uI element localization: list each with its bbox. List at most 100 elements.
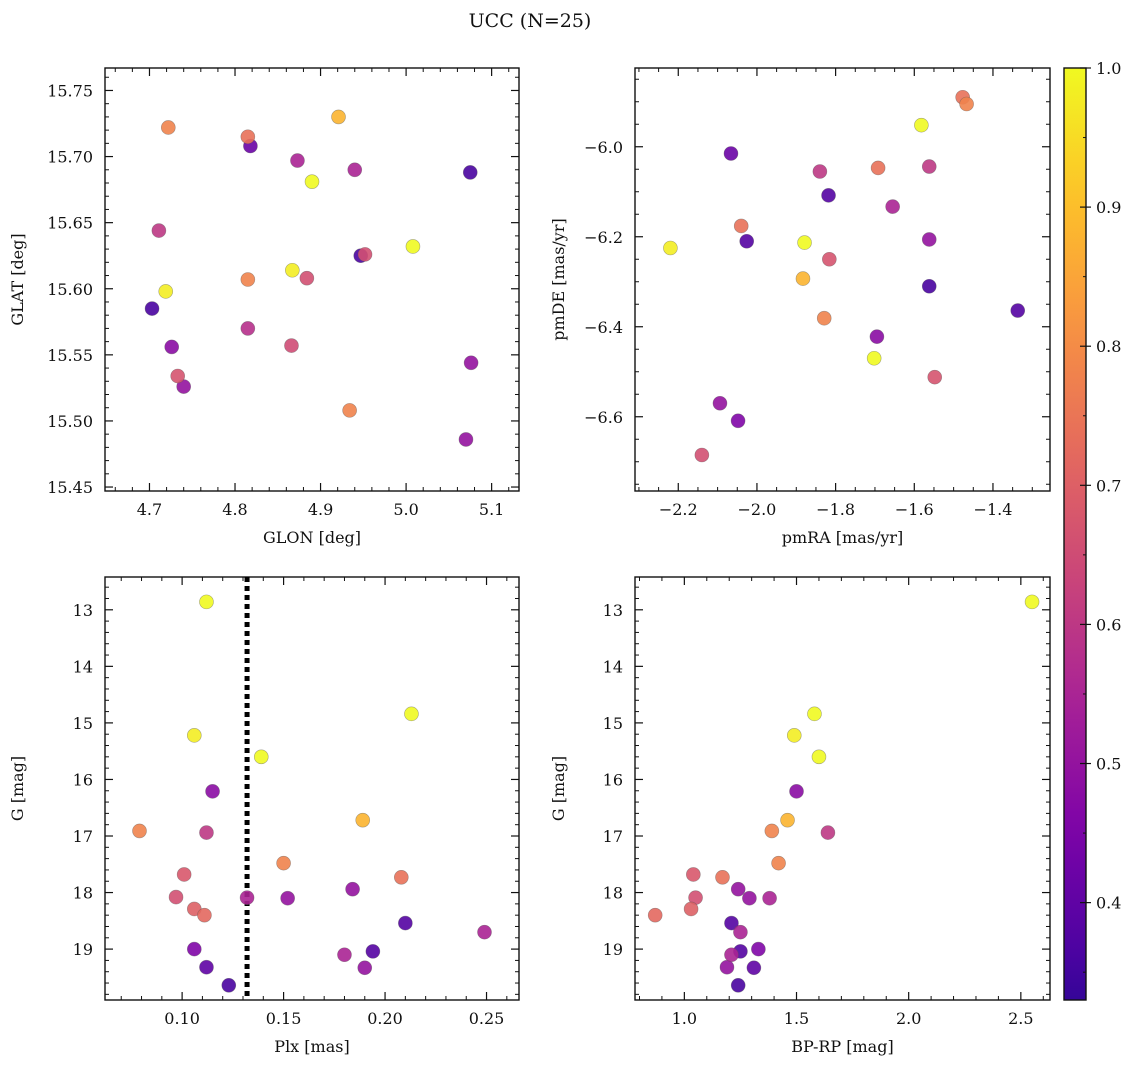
scatter-point (733, 924, 748, 940)
scatter-point (820, 825, 836, 840)
scatter-point (789, 784, 804, 799)
scatter-point (821, 188, 836, 203)
scatter-point (477, 924, 492, 940)
scatter-point (780, 812, 795, 828)
x-axis-label: pmRA [mas/yr] (782, 528, 904, 547)
scatter-point (959, 96, 974, 112)
scatter-point (221, 977, 237, 993)
scatter-point (276, 855, 291, 871)
scatter-point (811, 749, 827, 765)
scatter-point (355, 812, 371, 828)
scatter-point (751, 941, 766, 957)
x-tick-label: 2.5 (1008, 1009, 1033, 1028)
scatter-point (405, 239, 421, 254)
scatter-point (304, 174, 320, 189)
scatter-point (160, 120, 176, 135)
colorbar-tick-label: 0.8 (1096, 337, 1121, 356)
scatter-point (762, 890, 777, 906)
y-tick-label: 15.55 (47, 346, 93, 365)
colorbar-frame (1063, 67, 1087, 1001)
x-tick-label: −2.2 (659, 500, 698, 519)
scatter-point (164, 339, 180, 355)
x-axis-label: Plx [mas] (274, 1037, 349, 1056)
x-tick-label: 4.7 (137, 500, 162, 519)
y-tick-label: 18 (603, 884, 623, 903)
scatter-point (816, 310, 832, 326)
axes-frame (634, 576, 1051, 1001)
x-tick-label: 2.0 (896, 1009, 921, 1028)
scatter-point (393, 869, 409, 885)
scatter-point (299, 270, 315, 286)
scatter-point (663, 240, 678, 256)
scatter-point (462, 165, 478, 180)
scatter-point (730, 881, 746, 897)
colorbar-tick-label: 0.6 (1096, 615, 1121, 634)
scatter-point (168, 889, 184, 905)
scatter-point (284, 338, 299, 353)
scatter-point (199, 594, 214, 610)
y-tick-label: 14 (73, 657, 93, 676)
scatter-point (870, 160, 886, 176)
scatter-point (170, 368, 186, 384)
scatter-point (921, 159, 937, 174)
scatter-point (764, 823, 780, 839)
x-tick-label: 0.20 (367, 1009, 403, 1028)
y-axis-label: pmDE [mas/yr] (549, 218, 568, 341)
scatter-point (357, 960, 373, 976)
y-tick-label: 15.75 (47, 81, 93, 100)
scatter-point (197, 907, 212, 923)
colorbar-tick-label: 0.5 (1096, 755, 1121, 774)
scatter-point (724, 947, 739, 963)
y-tick-label: −6.0 (584, 138, 623, 157)
scatter-point (694, 447, 710, 463)
y-tick-label: 15.65 (47, 214, 93, 233)
scatter-point (290, 153, 305, 168)
scatter-point (730, 977, 746, 993)
scatter-point (345, 881, 360, 897)
colorbar-gradient (1064, 68, 1086, 1000)
y-tick-label: 16 (603, 770, 623, 789)
scatter-point (719, 959, 735, 975)
y-tick-label: −6.4 (584, 318, 623, 337)
scatter-point (331, 109, 346, 125)
scatter-point (715, 869, 730, 885)
panel-glon-glat: 4.7 4.8 4.9 5.0 5.1 15.45 15.50 15.55 15.60 15.65… (8, 67, 520, 547)
x-tick-label: 1.5 (784, 1009, 809, 1028)
y-tick-label: 16 (73, 770, 93, 789)
colorbar-tick-label: 1.0 (1096, 59, 1121, 78)
scatter-point (347, 162, 363, 178)
x-tick-label: 1.0 (672, 1009, 697, 1028)
colorbar-tick-label: 0.9 (1096, 198, 1121, 217)
x-tick-label: −1.8 (816, 500, 855, 519)
scatter-point (186, 941, 202, 957)
y-tick-label: 15 (603, 714, 623, 733)
scatter-point (1010, 303, 1026, 318)
y-axis-label: G [mag] (8, 756, 27, 821)
scatter-point (647, 907, 663, 923)
scatter-point (240, 321, 256, 336)
scatter-point (866, 350, 882, 366)
y-axis-label: GLAT [deg] (8, 233, 27, 325)
y-tick-label: 15.50 (47, 412, 93, 431)
x-tick-label: 5.1 (479, 500, 504, 519)
scatter-point (730, 413, 746, 429)
scatter-point (786, 728, 802, 743)
scatter-point (463, 355, 479, 371)
y-tick-label: 19 (603, 940, 623, 959)
scatter-point (458, 432, 474, 447)
y-tick-label: 13 (73, 601, 93, 620)
axes-frame (104, 67, 520, 492)
scatter-point (723, 146, 739, 161)
y-tick-label: 15.60 (47, 280, 93, 299)
scatter-point (398, 915, 413, 931)
y-axis-label: G [mag] (549, 756, 568, 821)
scatter-point (253, 749, 269, 765)
colorbar: 0.4 0.5 0.6 0.7 0.8 0.9 1.0 (1063, 59, 1121, 1001)
scatter-point (771, 855, 786, 871)
x-axis-label: GLON [deg] (263, 528, 361, 547)
scatter-point (285, 262, 300, 278)
scatter-point (921, 278, 937, 294)
x-axis-label: BP-RP [mag] (791, 1037, 893, 1056)
scatter-point (280, 890, 295, 906)
scatter-point (337, 947, 352, 963)
